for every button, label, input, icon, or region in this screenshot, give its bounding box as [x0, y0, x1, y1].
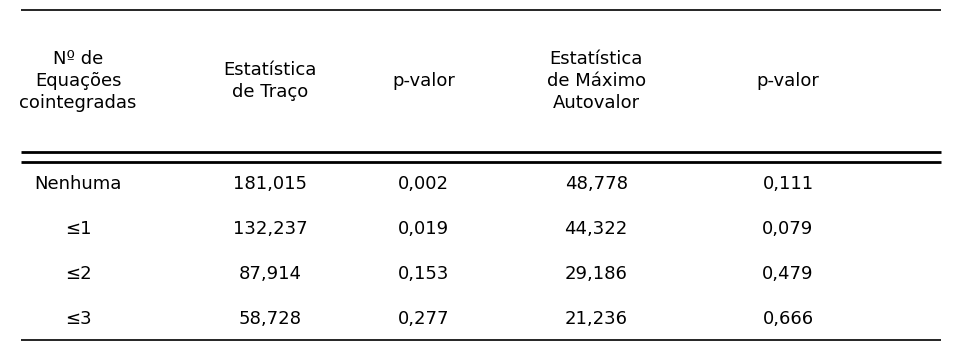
Text: 0,002: 0,002 — [398, 175, 449, 193]
Text: 0,153: 0,153 — [397, 265, 449, 283]
Text: ≤3: ≤3 — [64, 310, 91, 328]
Text: 0,666: 0,666 — [762, 310, 813, 328]
Text: Estatística
de Máximo
Autovalor: Estatística de Máximo Autovalor — [546, 50, 645, 112]
Text: 44,322: 44,322 — [564, 220, 628, 238]
Text: ≤2: ≤2 — [64, 265, 91, 283]
Text: 0,079: 0,079 — [761, 220, 813, 238]
Text: 181,015: 181,015 — [233, 175, 307, 193]
Text: 0,111: 0,111 — [762, 175, 813, 193]
Text: 0,277: 0,277 — [397, 310, 449, 328]
Text: 0,019: 0,019 — [398, 220, 449, 238]
Text: 58,728: 58,728 — [238, 310, 301, 328]
Text: p-valor: p-valor — [391, 72, 455, 90]
Text: 48,778: 48,778 — [564, 175, 627, 193]
Text: Estatística
de Traço: Estatística de Traço — [223, 61, 316, 101]
Text: 29,186: 29,186 — [564, 265, 627, 283]
Text: 87,914: 87,914 — [238, 265, 301, 283]
Text: ≤1: ≤1 — [64, 220, 91, 238]
Text: 0,479: 0,479 — [761, 265, 813, 283]
Text: Nenhuma: Nenhuma — [35, 175, 122, 193]
Text: Nº de
Equações
cointegradas: Nº de Equações cointegradas — [19, 50, 136, 112]
Text: p-valor: p-valor — [755, 72, 819, 90]
Text: 21,236: 21,236 — [564, 310, 627, 328]
Text: 132,237: 132,237 — [233, 220, 307, 238]
